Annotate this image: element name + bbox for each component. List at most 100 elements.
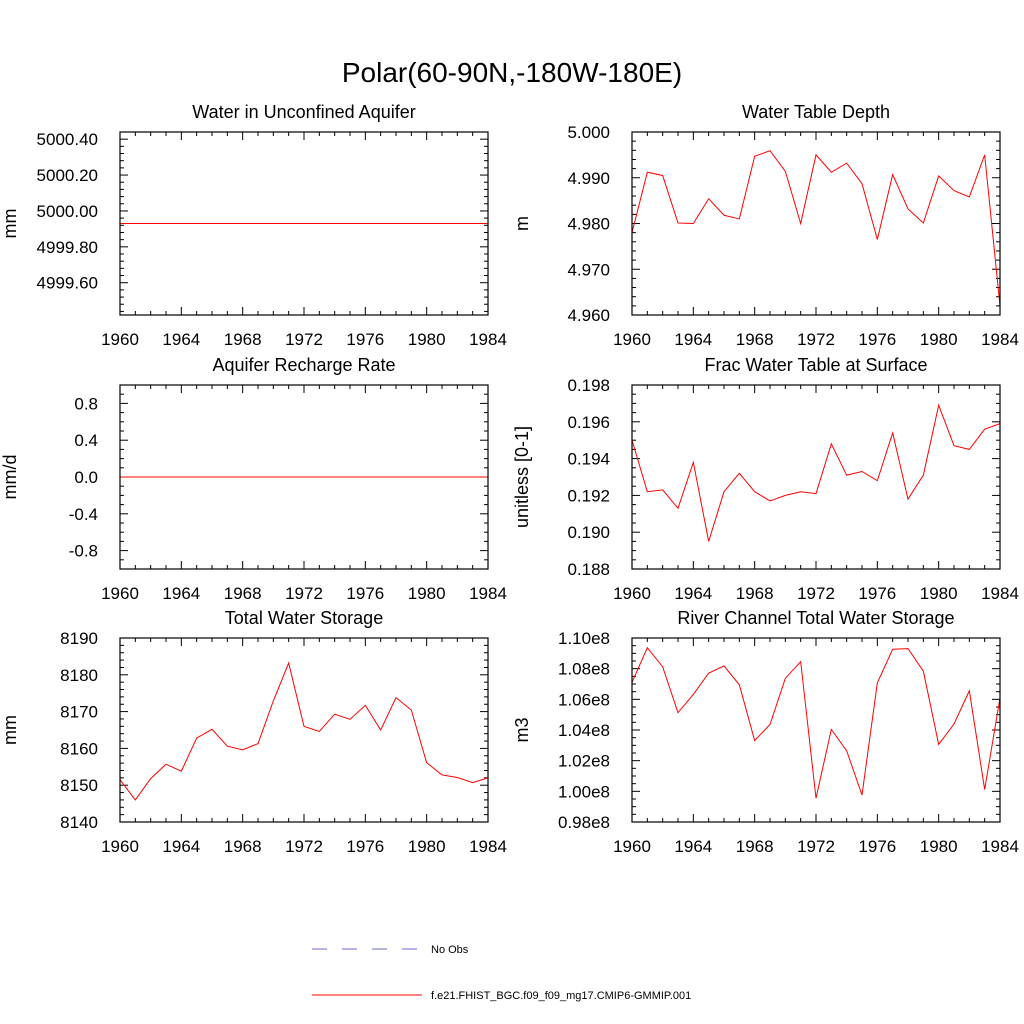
x-tick-label: 1960 [613,837,651,856]
y-axis-label: mm [0,715,20,745]
x-tick-label: 1964 [674,584,712,603]
x-tick-label: 1972 [797,837,835,856]
panel-title: Frac Water Table at Surface [704,355,927,375]
x-tick-label: 1976 [858,837,896,856]
x-tick-label: 1968 [224,584,262,603]
y-tick-label: -0.8 [69,542,98,561]
y-tick-label: 1.06e8 [558,690,610,709]
x-tick-label: 1980 [408,330,446,349]
panel-title: River Channel Total Water Storage [677,608,954,628]
panel-5: Total Water Storage mm 1960 1964 1968 1972 197… [0,608,507,856]
x-tick-label: 1968 [224,837,262,856]
y-tick-label: 4999.80 [37,238,98,257]
x-tick-label: 1968 [224,330,262,349]
x-tick-label: 1960 [613,584,651,603]
x-tick-label: 1964 [162,584,200,603]
y-tick-label: 0.0 [74,468,98,487]
panel-1: Water in Unconfined Aquifer mm 1960 1964 196… [0,102,507,349]
x-tick-label: 1960 [613,330,651,349]
x-tick-label: 1968 [736,584,774,603]
plot-frame [119,131,489,316]
x-tick-label: 1980 [920,584,958,603]
x-tick-label: 1972 [797,330,835,349]
x-tick-label: 1980 [408,584,446,603]
y-tick-label: 8180 [60,666,98,685]
panel-2: Water Table Depth m 1960 1964 1968 1972 1976 19… [512,102,1019,349]
x-tick-label: 1972 [285,837,323,856]
y-tick-label: 5000.40 [37,130,98,149]
y-tick-label: 0.4 [74,431,98,450]
y-tick-label: 0.198 [567,376,610,395]
plot-frame [631,384,1001,570]
y-tick-label: 5000.00 [37,202,98,221]
figure-title: Polar(60-90N,-180W-180E) [342,57,682,88]
y-tick-label: 0.188 [567,560,610,579]
y-tick-label: 1.10e8 [558,629,610,648]
plot-frame [119,384,489,570]
y-tick-label: 0.194 [567,450,610,469]
x-tick-label: 1980 [920,837,958,856]
x-tick-label: 1964 [162,837,200,856]
panel-3: Aquifer Recharge Rate mm/d 1960 1964 1968 197… [0,355,507,603]
y-tick-label: 0.98e8 [558,813,610,832]
x-tick-label: 1968 [736,837,774,856]
x-tick-label: 1972 [797,584,835,603]
y-tick-label: 8190 [60,629,98,648]
x-tick-label: 1976 [346,584,384,603]
x-tick-label: 1964 [674,837,712,856]
panel-title: Aquifer Recharge Rate [212,355,395,375]
series-line-1 [631,403,1001,542]
x-tick-label: 1972 [285,330,323,349]
x-tick-label: 1976 [346,837,384,856]
y-tick-label: 1.02e8 [558,752,610,771]
legend: No Obs f.e21.FHIST_BGC.f09_f09_mg17.CMIP… [312,944,691,1002]
y-tick-label: 5000.20 [37,166,98,185]
x-tick-label: 1960 [101,584,139,603]
legend-label-model: f.e21.FHIST_BGC.f09_f09_mg17.CMIP6-GMMIP… [431,990,691,1002]
y-axis-label: m3 [512,717,532,742]
panel-title: Total Water Storage [225,608,383,628]
y-tick-label: 8140 [60,813,98,832]
panels: Water in Unconfined Aquifer mm 1960 1964 196… [0,102,1019,856]
x-tick-label: 1976 [858,584,896,603]
x-tick-label: 1960 [101,330,139,349]
panel-4: Frac Water Table at Surface unitless [0-1… [512,355,1019,603]
plot-frame [631,131,1001,316]
y-tick-label: -0.4 [69,505,98,524]
y-tick-label: 4999.60 [37,274,98,293]
legend-label-no-obs: No Obs [431,944,469,956]
x-tick-label: 1984 [981,584,1019,603]
y-tick-label: 1.04e8 [558,721,610,740]
x-tick-label: 1960 [101,837,139,856]
panel-title: Water in Unconfined Aquifer [192,102,415,122]
x-tick-label: 1984 [469,837,507,856]
x-tick-label: 1984 [981,330,1019,349]
y-tick-label: 8170 [60,703,98,722]
series-line-1 [631,646,1001,799]
x-tick-label: 1964 [674,330,712,349]
panel-6: River Channel Total Water Storage m3 1960 1… [512,608,1019,856]
panel-title: Water Table Depth [742,102,890,122]
x-tick-label: 1972 [285,584,323,603]
y-tick-label: 0.196 [567,413,610,432]
x-tick-label: 1984 [469,330,507,349]
x-tick-label: 1980 [920,330,958,349]
y-tick-label: 0.190 [567,523,610,542]
series-line-1 [119,661,489,801]
y-tick-label: 8150 [60,776,98,795]
x-tick-label: 1964 [162,330,200,349]
x-tick-label: 1984 [469,584,507,603]
y-axis-label: mm/d [0,455,20,500]
y-tick-label: 8160 [60,739,98,758]
y-tick-label: 1.08e8 [558,660,610,679]
x-tick-label: 1976 [346,330,384,349]
y-tick-label: 0.192 [567,486,610,505]
y-axis-label: mm [0,209,20,239]
plot-frame [119,637,489,823]
y-tick-label: 0.8 [74,394,98,413]
y-axis-label: m [512,216,532,231]
y-tick-label: 4.960 [567,306,610,325]
y-tick-label: 4.970 [567,260,610,279]
x-tick-label: 1968 [736,330,774,349]
